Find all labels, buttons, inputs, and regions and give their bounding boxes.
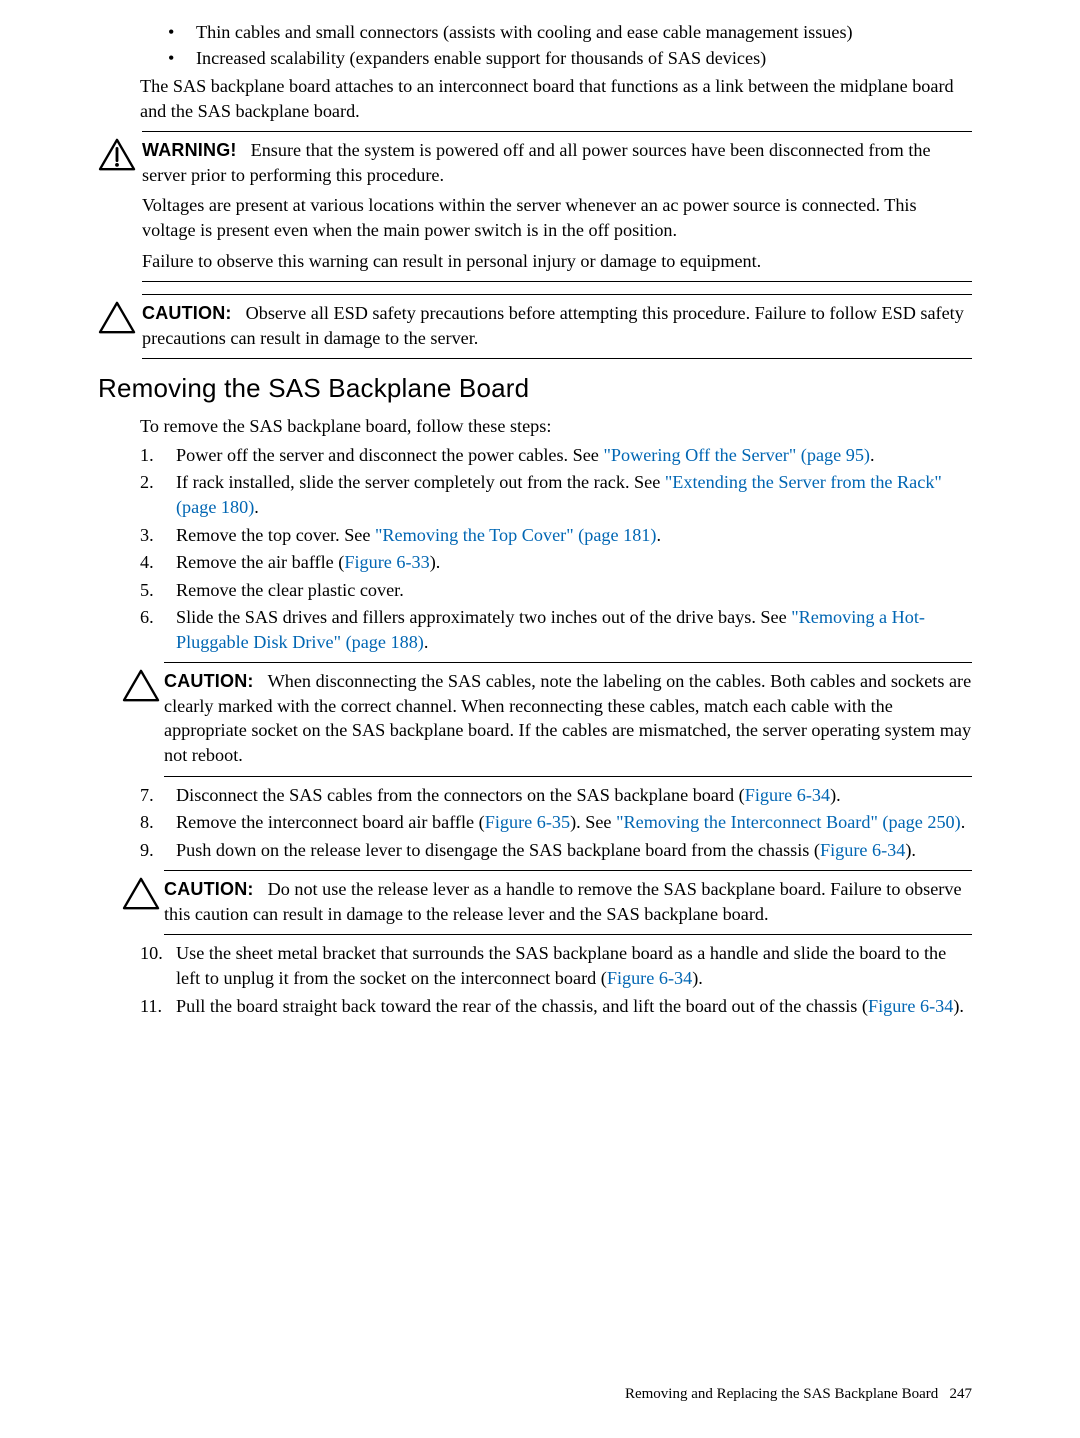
step-3: Remove the top cover. See "Removing the … xyxy=(140,523,972,548)
step-10: Use the sheet metal bracket that surroun… xyxy=(140,941,972,990)
step-text: ). xyxy=(430,552,441,572)
step-text: Push down on the release lever to diseng… xyxy=(176,840,820,860)
rule xyxy=(164,870,972,871)
step-text: Remove the interconnect board air baffle… xyxy=(176,812,485,832)
caution-icon xyxy=(122,877,162,911)
rule xyxy=(142,358,972,359)
caution-label: CAUTION: xyxy=(164,671,254,691)
caution-esd-block: CAUTION:Observe all ESD safety precautio… xyxy=(98,301,972,350)
step-text: ). xyxy=(905,840,916,860)
caution-lever-text: CAUTION:Do not use the release lever as … xyxy=(164,877,972,926)
step-text: Power off the server and disconnect the … xyxy=(176,445,603,465)
rule xyxy=(142,131,972,132)
step-text: Disconnect the SAS cables from the conne… xyxy=(176,785,745,805)
top-bullets: Thin cables and small connectors (assist… xyxy=(168,20,972,70)
step-11: Pull the board straight back toward the … xyxy=(140,994,972,1019)
step-text: Remove the top cover. See xyxy=(176,525,375,545)
step-4: Remove the air baffle (Figure 6-33). xyxy=(140,550,972,575)
link-figure-6-34[interactable]: Figure 6-34 xyxy=(820,840,905,860)
link-figure-6-34[interactable]: Figure 6-34 xyxy=(607,968,692,988)
caution-esd-body: Observe all ESD safety precautions befor… xyxy=(142,303,964,348)
link-top-cover[interactable]: "Removing the Top Cover" (page 181) xyxy=(375,525,656,545)
step-6: Slide the SAS drives and fillers approxi… xyxy=(140,605,972,654)
caution-cables-block: CAUTION:When disconnecting the SAS cable… xyxy=(98,669,972,767)
warning-block: WARNING!Ensure that the system is powere… xyxy=(98,138,972,273)
link-figure-6-35[interactable]: Figure 6-35 xyxy=(485,812,570,832)
caution-cables-text: CAUTION:When disconnecting the SAS cable… xyxy=(164,669,972,767)
warning-p1-text: Ensure that the system is powered off an… xyxy=(142,140,931,185)
bullet-item: Thin cables and small connectors (assist… xyxy=(168,20,972,45)
warning-label: WARNING! xyxy=(142,140,237,160)
intro-paragraph: To remove the SAS backplane board, follo… xyxy=(140,414,972,439)
caution-icon xyxy=(122,669,162,703)
caution-cables-body: When disconnecting the SAS cables, note … xyxy=(164,671,971,765)
step-text: ). xyxy=(692,968,703,988)
caution-label: CAUTION: xyxy=(142,303,232,323)
caution-esd-text: CAUTION:Observe all ESD safety precautio… xyxy=(142,301,972,350)
step-2: If rack installed, slide the server comp… xyxy=(140,470,972,519)
link-figure-6-33[interactable]: Figure 6-33 xyxy=(344,552,429,572)
step-text: ). xyxy=(953,996,964,1016)
step-7: Disconnect the SAS cables from the conne… xyxy=(140,783,972,808)
steps-list-b: Disconnect the SAS cables from the conne… xyxy=(140,783,972,863)
step-text: If rack installed, slide the server comp… xyxy=(176,472,665,492)
caution-lever-block: CAUTION:Do not use the release lever as … xyxy=(98,877,972,926)
step-text: ). See xyxy=(570,812,616,832)
rule xyxy=(164,776,972,777)
rule xyxy=(164,662,972,663)
rule xyxy=(142,281,972,282)
step-9: Push down on the release lever to diseng… xyxy=(140,838,972,863)
link-power-off[interactable]: "Powering Off the Server" (page 95) xyxy=(603,445,870,465)
warning-p3: Failure to observe this warning can resu… xyxy=(142,249,972,274)
step-text: Slide the SAS drives and fillers approxi… xyxy=(176,607,791,627)
step-text: . xyxy=(254,497,259,517)
step-text: . xyxy=(870,445,875,465)
step-8: Remove the interconnect board air baffle… xyxy=(140,810,972,835)
step-text: Pull the board straight back toward the … xyxy=(176,996,868,1016)
bullet-item: Increased scalability (expanders enable … xyxy=(168,46,972,71)
steps-list-c: Use the sheet metal bracket that surroun… xyxy=(140,941,972,1018)
step-text: ). xyxy=(830,785,841,805)
caution-label: CAUTION: xyxy=(164,879,254,899)
link-interconnect[interactable]: "Removing the Interconnect Board" (page … xyxy=(616,812,961,832)
rule xyxy=(164,934,972,935)
section-heading: Removing the SAS Backplane Board xyxy=(98,371,972,406)
step-text: . xyxy=(424,632,429,652)
warning-p1: WARNING!Ensure that the system is powere… xyxy=(142,138,972,187)
step-text: . xyxy=(961,812,966,832)
rule xyxy=(142,294,972,295)
footer-page-number: 247 xyxy=(950,1386,973,1402)
caution-lever-body: Do not use the release lever as a handle… xyxy=(164,879,962,924)
footer-title: Removing and Replacing the SAS Backplane… xyxy=(625,1386,938,1402)
step-5: Remove the clear plastic cover. xyxy=(140,578,972,603)
warning-icon xyxy=(98,138,138,172)
step-text: . xyxy=(656,525,661,545)
step-text: Remove the air baffle ( xyxy=(176,552,344,572)
link-figure-6-34[interactable]: Figure 6-34 xyxy=(745,785,830,805)
link-figure-6-34[interactable]: Figure 6-34 xyxy=(868,996,953,1016)
warning-p2: Voltages are present at various location… xyxy=(142,193,972,242)
steps-list-a: Power off the server and disconnect the … xyxy=(140,443,972,655)
step-1: Power off the server and disconnect the … xyxy=(140,443,972,468)
paragraph-backplane-intro: The SAS backplane board attaches to an i… xyxy=(140,74,972,123)
caution-icon xyxy=(98,301,138,335)
step-text: Use the sheet metal bracket that surroun… xyxy=(176,943,946,988)
page-footer: Removing and Replacing the SAS Backplane… xyxy=(625,1384,972,1404)
